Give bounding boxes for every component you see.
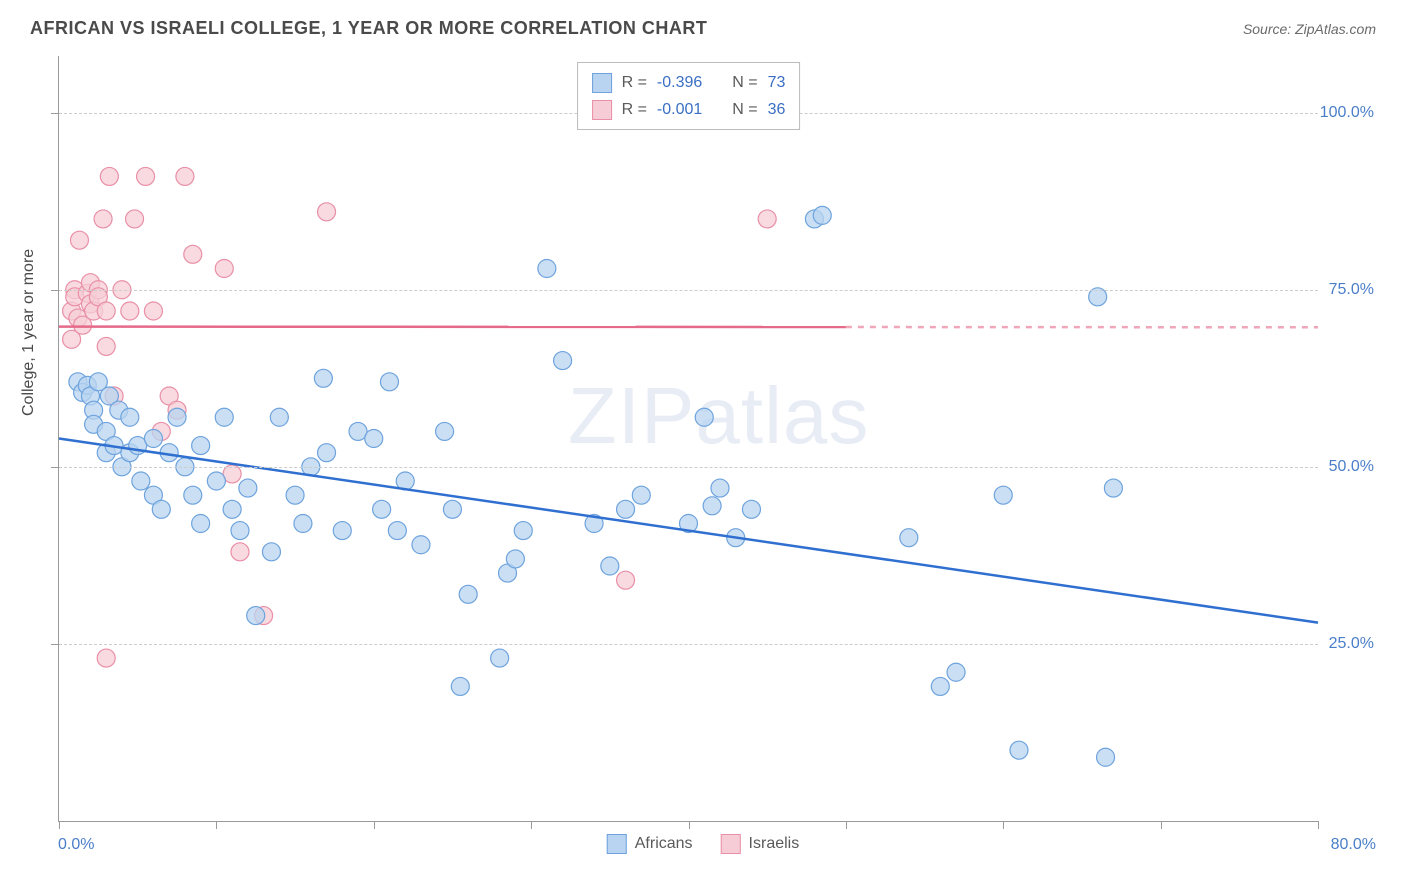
x-axis-max-label: 80.0% <box>1331 836 1376 854</box>
x-tick <box>1003 821 1004 829</box>
gridline-h <box>59 644 1318 645</box>
legend-label-africans: Africans <box>635 835 693 853</box>
source-label: Source: ZipAtlas.com <box>1243 21 1376 37</box>
r-label: R = <box>622 69 647 96</box>
gridline-h <box>59 290 1318 291</box>
legend-item-israelis: Israelis <box>721 834 800 854</box>
y-tick-label: 50.0% <box>1329 458 1374 476</box>
legend-series: Africans Israelis <box>607 834 799 854</box>
r-value-africans: -0.396 <box>657 69 702 96</box>
y-tick-label: 100.0% <box>1320 104 1374 122</box>
y-tick-label: 75.0% <box>1329 281 1374 299</box>
chart-title: AFRICAN VS ISRAELI COLLEGE, 1 YEAR OR MO… <box>30 18 707 39</box>
chart-container: College, 1 year or more ZIPatlas R = -0.… <box>30 56 1376 846</box>
x-tick <box>846 821 847 829</box>
y-tick <box>51 290 59 291</box>
x-axis-min-label: 0.0% <box>58 836 94 854</box>
y-tick <box>51 113 59 114</box>
plot-svg <box>59 56 1318 821</box>
x-tick <box>216 821 217 829</box>
legend-label-israelis: Israelis <box>749 835 800 853</box>
legend-stats-row-israelis: R = -0.001 N = 36 <box>592 96 786 123</box>
swatch-israelis-bottom <box>721 834 741 854</box>
x-tick <box>1161 821 1162 829</box>
y-tick <box>51 644 59 645</box>
y-tick-label: 25.0% <box>1329 635 1374 653</box>
legend-item-africans: Africans <box>607 834 693 854</box>
x-tick <box>531 821 532 829</box>
x-tick <box>689 821 690 829</box>
r-value-israelis: -0.001 <box>657 96 702 123</box>
swatch-africans <box>592 73 612 93</box>
swatch-africans-bottom <box>607 834 627 854</box>
x-tick <box>59 821 60 829</box>
x-tick <box>374 821 375 829</box>
r-label: R = <box>622 96 647 123</box>
swatch-israelis <box>592 100 612 120</box>
plot-area: ZIPatlas R = -0.396 N = 73 R = -0.001 N … <box>58 56 1318 822</box>
y-axis-label: College, 1 year or more <box>20 249 38 416</box>
y-tick <box>51 467 59 468</box>
n-value-israelis: 36 <box>768 96 786 123</box>
legend-stats-row-africans: R = -0.396 N = 73 <box>592 69 786 96</box>
x-tick <box>1318 821 1319 829</box>
n-label: N = <box>732 96 757 123</box>
n-label: N = <box>732 69 757 96</box>
gridline-h <box>59 467 1318 468</box>
n-value-africans: 73 <box>768 69 786 96</box>
legend-stats: R = -0.396 N = 73 R = -0.001 N = 36 <box>577 62 801 130</box>
